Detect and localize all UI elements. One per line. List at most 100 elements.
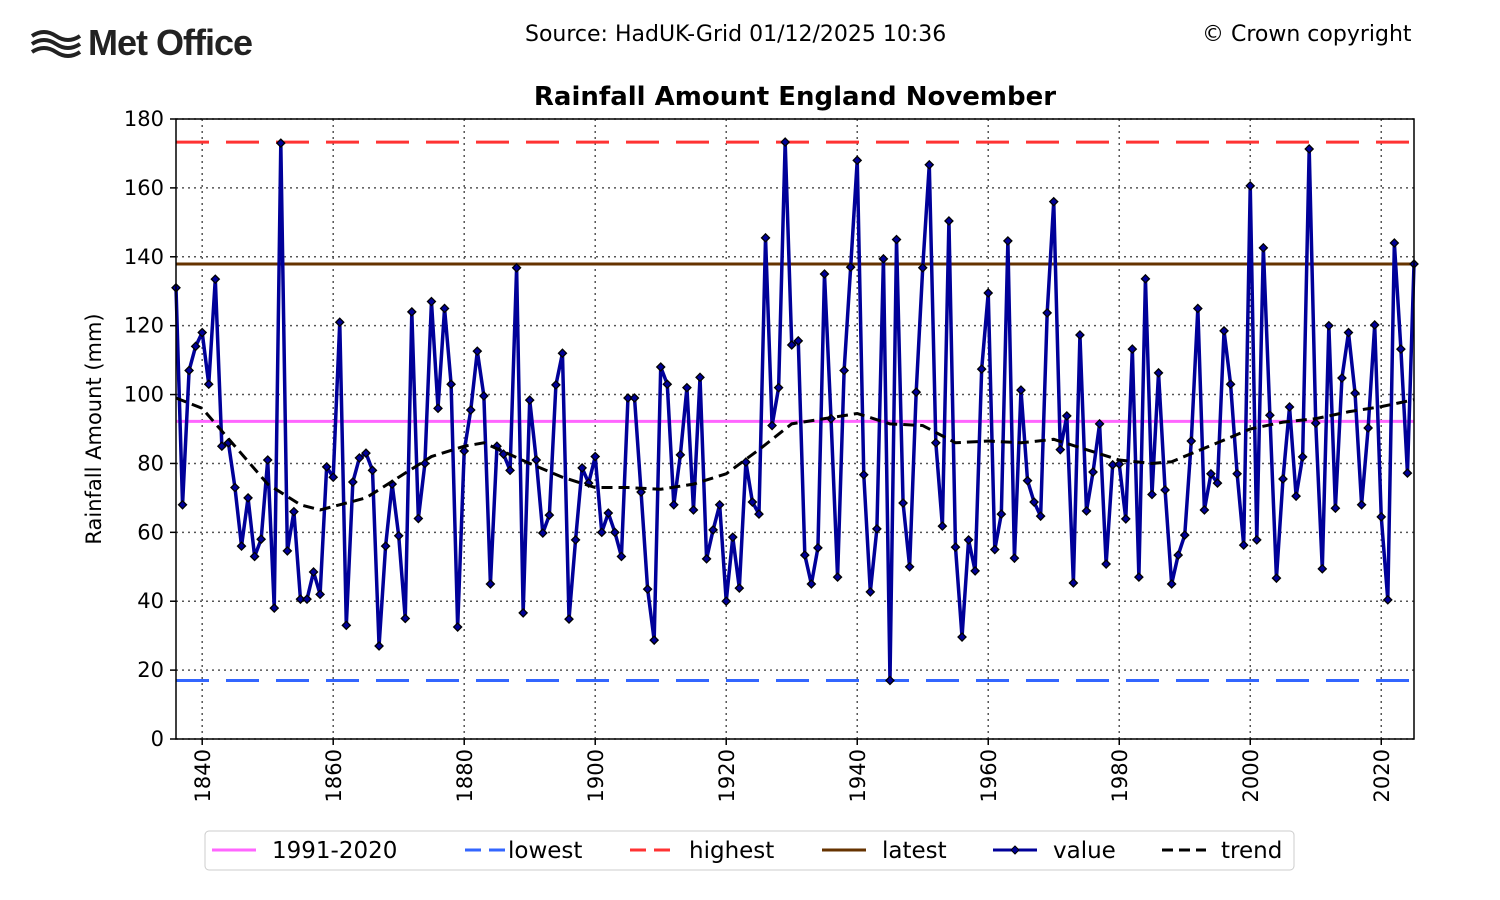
value-point — [1029, 497, 1039, 507]
value-point — [550, 379, 561, 390]
value-point — [1238, 540, 1249, 550]
value-point — [989, 544, 1000, 555]
value-point — [904, 561, 915, 572]
value-point — [531, 455, 542, 465]
y-tick-label: 100 — [124, 383, 164, 407]
value-point — [845, 262, 856, 273]
value-point — [682, 382, 692, 393]
value-point — [1199, 505, 1210, 515]
value-point — [1127, 344, 1138, 355]
value-point — [210, 274, 221, 285]
value-point — [970, 565, 981, 576]
value-point — [1160, 485, 1171, 495]
value-point — [524, 395, 535, 405]
y-axis-label: Rainfall Amount (mm) — [82, 313, 106, 544]
value-point — [230, 482, 240, 493]
value-point — [891, 234, 902, 245]
value-point — [282, 546, 293, 556]
value-point — [963, 534, 974, 545]
value-point — [334, 317, 345, 328]
value-point — [858, 469, 869, 480]
y-tick-label: 180 — [124, 107, 164, 131]
value-point — [1061, 410, 1072, 421]
legend: 1991-2020 lowest highest latest value trend — [204, 830, 1295, 871]
value-point — [439, 303, 450, 314]
value-point — [636, 487, 646, 497]
value-point — [767, 420, 777, 431]
logo-text: Met Office — [88, 22, 253, 63]
value-point — [780, 137, 791, 147]
value-point — [269, 603, 280, 614]
value-point — [452, 622, 463, 632]
value-point — [596, 527, 607, 538]
value-point — [983, 288, 994, 298]
value-point — [1212, 478, 1223, 488]
value-point — [655, 362, 666, 372]
value-point — [740, 457, 751, 467]
x-tick-label: 1900 — [584, 749, 608, 802]
value-point — [1225, 379, 1236, 390]
value-point — [1101, 559, 1112, 569]
value-point — [236, 541, 247, 552]
value-point — [1304, 144, 1315, 154]
value-point — [367, 465, 378, 476]
value-point — [1284, 402, 1295, 412]
value-point — [1323, 320, 1334, 331]
value-point — [1343, 327, 1354, 338]
value-point — [511, 262, 522, 273]
value-point — [944, 216, 954, 226]
value-point — [930, 437, 941, 448]
value-point — [773, 382, 784, 393]
value-point — [393, 530, 404, 541]
value-point — [616, 551, 627, 562]
value-point — [243, 492, 253, 503]
value-point — [649, 635, 660, 646]
plot-frame — [175, 118, 1415, 740]
value-point — [871, 523, 882, 534]
x-tick-label: 1940 — [846, 749, 870, 802]
value-point — [472, 346, 483, 357]
value-point — [590, 451, 601, 462]
y-tick-label: 60 — [137, 520, 164, 544]
value-point — [1009, 553, 1020, 564]
value-point — [937, 521, 948, 532]
value-point — [852, 155, 863, 166]
value-point — [485, 579, 496, 589]
value-point — [708, 525, 719, 535]
value-point — [688, 505, 699, 515]
value-point — [1369, 320, 1380, 330]
value-point — [885, 675, 895, 686]
value-point — [1075, 330, 1085, 340]
value-point — [321, 461, 332, 472]
value-point — [609, 527, 620, 538]
value-point — [1140, 273, 1151, 284]
value-point — [1081, 506, 1092, 516]
value-point — [446, 379, 457, 390]
value-point — [190, 341, 201, 352]
value-point — [950, 542, 961, 553]
value-point — [832, 572, 843, 583]
value-point — [1166, 579, 1177, 589]
value-point — [1120, 513, 1131, 524]
value-point — [747, 497, 758, 507]
value-point — [262, 455, 273, 465]
value-point — [315, 589, 326, 600]
value-point — [1048, 196, 1059, 207]
source-text: Source: HadUK-Grid 01/12/2025 10:36 — [525, 22, 947, 47]
value-point — [1258, 242, 1269, 253]
value-point — [1264, 410, 1275, 421]
value-point — [1192, 303, 1203, 314]
value-point — [295, 594, 306, 605]
value-point — [197, 327, 208, 338]
value-point — [799, 550, 810, 560]
chart-title: Rainfall Amount England November — [534, 82, 1056, 112]
value-point — [1042, 308, 1053, 318]
value-line — [174, 140, 1416, 683]
value-point — [380, 541, 391, 552]
value-point — [1088, 467, 1098, 477]
value-point — [714, 499, 725, 510]
value-point — [1251, 534, 1262, 545]
value-point — [786, 340, 797, 350]
value-point — [1133, 572, 1144, 583]
